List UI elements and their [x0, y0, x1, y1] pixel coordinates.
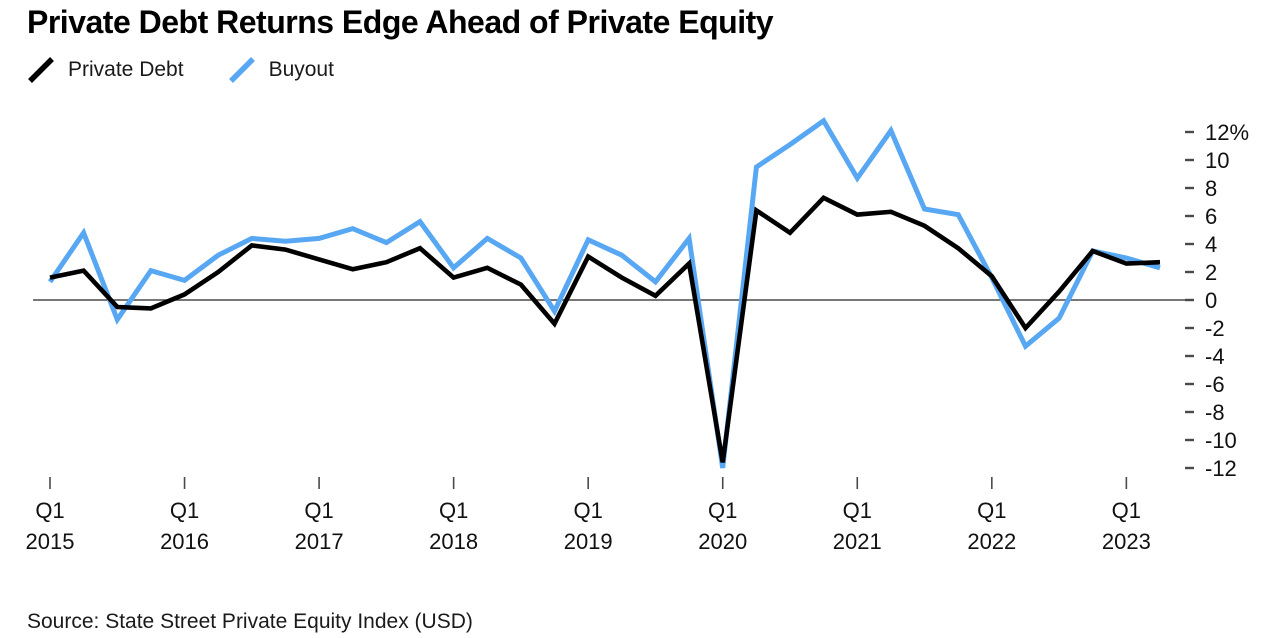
- x-tick-label-quarter: Q1: [977, 498, 1006, 523]
- x-tick-label-quarter: Q1: [1112, 498, 1141, 523]
- x-tick-label-quarter: Q1: [35, 498, 64, 523]
- y-tick-label: -10: [1205, 428, 1237, 453]
- y-tick-label: 0: [1205, 288, 1217, 313]
- y-tick-label: 8: [1205, 176, 1217, 201]
- y-tick-label: 4: [1205, 232, 1217, 257]
- x-tick-label-year: 2015: [26, 529, 75, 554]
- x-tick-label-year: 2020: [698, 529, 747, 554]
- x-tick-label-year: 2019: [564, 529, 613, 554]
- y-tick-label: -2: [1205, 316, 1225, 341]
- y-tick-label: -4: [1205, 344, 1225, 369]
- x-tick-label-quarter: Q1: [574, 498, 603, 523]
- x-tick-label-year: 2023: [1102, 529, 1151, 554]
- y-tick-label: -6: [1205, 372, 1225, 397]
- x-tick-label-year: 2018: [429, 529, 478, 554]
- y-tick-label: 12%: [1205, 120, 1249, 145]
- legend-item-buyout: Buyout: [228, 56, 334, 84]
- x-tick-label-year: 2021: [833, 529, 882, 554]
- source-note: Source: State Street Private Equity Inde…: [27, 610, 473, 633]
- y-tick-label: 2: [1205, 260, 1217, 285]
- y-tick-label: -12: [1205, 456, 1237, 481]
- x-tick-label-year: 2017: [295, 529, 344, 554]
- x-tick-label-quarter: Q1: [439, 498, 468, 523]
- chart-title: Private Debt Returns Edge Ahead of Priva…: [27, 4, 774, 40]
- y-tick-label: 6: [1205, 204, 1217, 229]
- buyout-line: [47, 117, 1161, 469]
- private-debt-line: [49, 194, 1161, 463]
- legend-item-private-debt: Private Debt: [27, 56, 184, 84]
- y-tick-label: -8: [1205, 400, 1225, 425]
- y-tick-label: 10: [1205, 148, 1229, 173]
- x-tick-label-year: 2016: [160, 529, 209, 554]
- x-tick-label-quarter: Q1: [170, 498, 199, 523]
- x-tick-label-quarter: Q1: [708, 498, 737, 523]
- x-tick-label-quarter: Q1: [304, 498, 333, 523]
- x-tick-label-quarter: Q1: [843, 498, 872, 523]
- legend-label-private-debt: Private Debt: [68, 58, 184, 81]
- buyout-line-swatch-icon: [228, 57, 255, 83]
- x-tick-label-year: 2022: [967, 529, 1016, 554]
- legend-label-buyout: Buyout: [268, 58, 334, 81]
- private-debt-line-swatch-icon: [28, 57, 54, 83]
- legend: Private Debt Buyout: [27, 56, 334, 84]
